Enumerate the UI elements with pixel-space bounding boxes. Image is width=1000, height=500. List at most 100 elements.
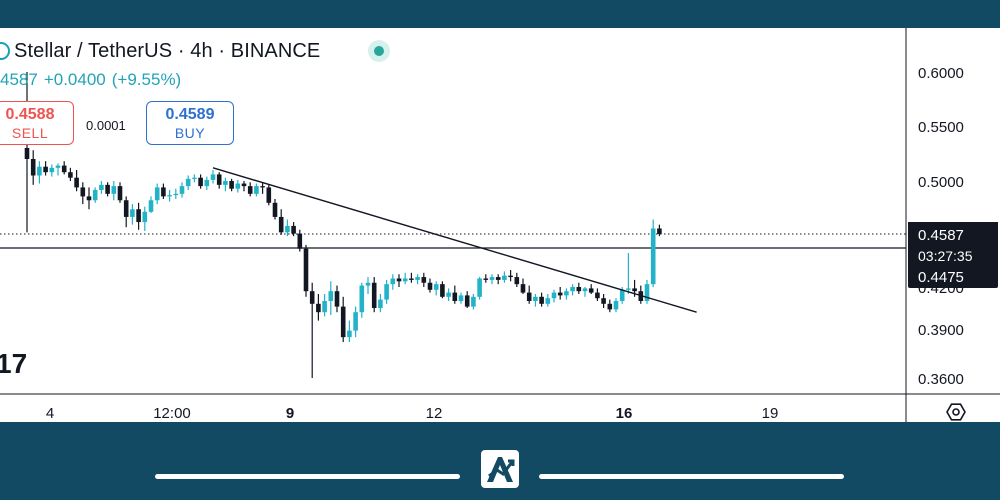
candle-body (396, 278, 402, 282)
x-tick-label: 12:00 (153, 405, 191, 422)
sell-button[interactable]: 0.4588 SELL (0, 101, 74, 145)
x-tick-label: 19 (762, 405, 779, 422)
candle-body (409, 278, 414, 280)
y-tick-label: 0.3600 (918, 371, 964, 388)
y-tick-label: 0.5500 (918, 119, 964, 136)
candle-body (179, 186, 185, 194)
candle-body (613, 301, 619, 310)
candle-body (619, 289, 625, 301)
y-tick-label: 0.3900 (918, 322, 964, 339)
candle-body (526, 292, 532, 301)
brand-logo-icon[interactable] (481, 450, 519, 488)
candle-body (384, 284, 389, 300)
chart-header: Stellar / TetherUS · 4h · BINANCE (0, 36, 320, 66)
candle-body (80, 187, 86, 197)
chart-title[interactable]: Stellar / TetherUS · 4h · BINANCE (14, 39, 321, 62)
candle-body (471, 296, 476, 307)
trendline (212, 167, 697, 313)
candle-body (204, 179, 210, 187)
buy-button[interactable]: 0.4589 BUY (146, 101, 234, 145)
price-chart[interactable]: 0.60000.55000.50000.42000.39000.36000.45… (0, 28, 1000, 422)
candle-body (340, 306, 346, 338)
candle-body (37, 166, 42, 176)
candle-body (173, 193, 179, 196)
candle-body (111, 186, 117, 194)
candle-body (309, 291, 315, 304)
candle-body (297, 233, 303, 249)
nav-bar-left (155, 474, 460, 479)
candle-body (650, 228, 656, 285)
candle-body (551, 292, 557, 299)
change-percent: (+9.55%) (111, 70, 182, 89)
candle-body (247, 186, 253, 194)
candle-body (148, 200, 154, 212)
candle-body (489, 277, 495, 280)
sell-price: 0.4588 (5, 106, 55, 123)
candle-body (557, 292, 563, 296)
candle-body (452, 292, 458, 301)
candle-body (539, 296, 544, 304)
candle-body (390, 278, 396, 285)
candle-body (576, 287, 582, 292)
buy-label: BUY (174, 125, 206, 141)
candle-body (316, 303, 321, 313)
candle-body (241, 183, 247, 187)
candle-body (260, 186, 265, 188)
candle-body (601, 298, 606, 304)
level-marker-box (908, 264, 998, 288)
last-price-partial: 4587 (0, 70, 38, 89)
y-tick-label: 0.6000 (918, 65, 964, 82)
candle-body (235, 183, 241, 189)
candle-body (334, 291, 340, 307)
candle-body (254, 186, 259, 194)
candle-body (564, 291, 569, 296)
candle-body (458, 295, 464, 301)
candle-body (502, 275, 507, 280)
candle-body (185, 178, 191, 187)
chart-panel[interactable]: 0.6000 0.5500 0.5000 0.4200 0.3900 0.3600 0.45… (0, 28, 1000, 422)
candle-body (61, 165, 67, 173)
candle-body (607, 303, 613, 310)
candle-body (30, 159, 36, 176)
symbol-icon[interactable] (0, 42, 10, 60)
candle-body (371, 282, 377, 308)
candle-body (446, 292, 451, 297)
candle-body (210, 174, 216, 180)
price-change-line: 4587 +0.0400 (+9.55%) (0, 70, 187, 90)
candle-body (582, 288, 588, 292)
candle-body (86, 196, 92, 201)
candle-body (123, 200, 129, 217)
x-tick-label: 16 (616, 405, 633, 422)
candle-body (365, 282, 371, 286)
candle-body (68, 172, 73, 178)
candle-body (136, 209, 141, 223)
candle-body (223, 181, 228, 185)
candle-body (192, 177, 197, 179)
candle-body (167, 195, 172, 197)
x-tick-label: 4 (46, 405, 54, 422)
candle-body (378, 299, 383, 308)
candle-body (105, 184, 110, 194)
candle-body (130, 209, 135, 217)
candle-body (74, 177, 79, 188)
candle-body (626, 288, 631, 290)
candle-body (347, 330, 352, 338)
candle-body (415, 277, 420, 280)
candle-body (588, 288, 594, 293)
candle-body (99, 184, 104, 190)
bottom-navigation (0, 422, 1000, 500)
candle-body (427, 282, 433, 290)
settings-hexagon-icon[interactable] (946, 403, 966, 421)
candle-body (657, 228, 662, 234)
candle-body (477, 278, 482, 297)
candle-body (272, 202, 278, 217)
x-tick-label: 12 (426, 405, 443, 422)
candle-body (570, 287, 575, 292)
countdown-label: 03:27:35 (918, 248, 973, 264)
candle-body (161, 187, 166, 197)
candle-body (440, 284, 445, 297)
candle-body (198, 177, 203, 187)
candle-body (353, 312, 358, 331)
candle-body (266, 187, 272, 203)
settings-hexagon-inner (952, 408, 960, 416)
